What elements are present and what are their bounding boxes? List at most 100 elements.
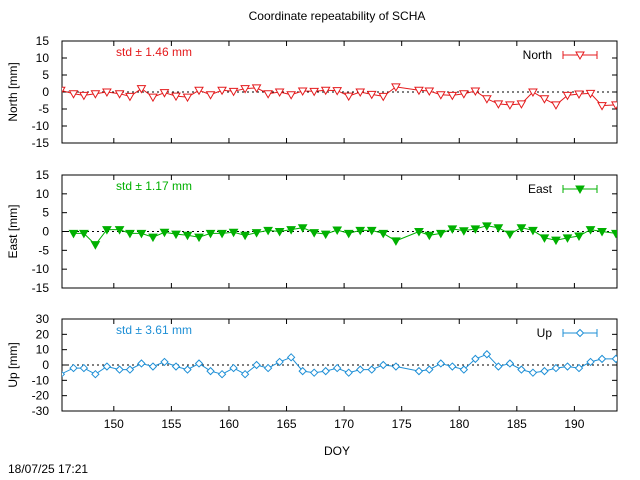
north-data-point: [332, 87, 343, 96]
panels-layer: 15 10 5 0 -5 -10 -15 North [mm] std ± 1.46 mm Nor…: [6, 34, 618, 431]
north-data-point: [493, 100, 504, 109]
east-legend-marker: [575, 185, 585, 195]
north-ytick-label: 0: [42, 85, 49, 99]
north-data-point: [366, 90, 377, 100]
up-ytick-label: 10: [36, 343, 50, 357]
up-data-point: [252, 360, 261, 370]
east-data-point: [458, 227, 469, 236]
east-data-point: [539, 234, 550, 243]
north-data-point: [551, 101, 561, 110]
east-data-point: [263, 226, 273, 236]
east-series: [68, 222, 617, 250]
east-data-point: [391, 237, 401, 246]
east-data-point: [562, 234, 573, 243]
east-data-point: [286, 226, 297, 235]
north-data-point: [610, 101, 617, 110]
east-data-point: [528, 226, 538, 236]
east-ytick-label: 15: [36, 168, 50, 182]
up-data-point: [275, 357, 284, 367]
up-data-point: [436, 359, 446, 368]
north-data-point: [182, 93, 193, 103]
x-tick-label: 165: [277, 417, 297, 431]
north-data-point: [286, 91, 297, 100]
north-data-point: [447, 91, 458, 101]
east-ytick-label: -15: [32, 281, 50, 295]
east-ytick-label: 10: [36, 187, 50, 201]
north-data-point: [79, 91, 89, 101]
north-data-point: [159, 89, 170, 98]
north-data-point: [585, 89, 596, 99]
north-legend-label: North: [523, 48, 552, 62]
north-data-point: [251, 84, 262, 93]
x-tick-label: 190: [564, 417, 584, 431]
north-data-point: [125, 92, 135, 102]
east-y-axis-label: East [mm]: [6, 204, 20, 258]
up-data-point: [425, 365, 434, 374]
x-tick-label: 170: [334, 417, 354, 431]
up-data-point: [356, 365, 365, 374]
north-data-point: [194, 86, 204, 96]
x-axis-label: DOY: [324, 444, 350, 458]
east-data-point: [378, 229, 389, 239]
up-data-point: [69, 363, 78, 373]
up-data-point: [586, 357, 595, 367]
north-data-point: [505, 101, 515, 110]
east-data-point: [251, 229, 262, 238]
up-data-point: [448, 362, 457, 371]
east-ytick-label: -5: [38, 243, 49, 257]
up-data-point: [263, 363, 273, 373]
north-data-point: [228, 87, 239, 97]
north-data-point: [482, 95, 492, 104]
up-data-point: [321, 366, 330, 376]
north-panel: 15 10 5 0 -5 -10 -15 North [mm] std ± 1.46 mm Nor…: [6, 34, 618, 150]
east-data-point: [228, 228, 239, 238]
east-data-point: [274, 228, 285, 237]
up-data-point: [125, 365, 135, 374]
up-data-point: [62, 371, 66, 378]
up-data-point: [115, 365, 124, 374]
east-data-point: [551, 236, 561, 246]
north-data-point: [68, 90, 79, 99]
up-data-point: [137, 359, 146, 368]
up-std-label: std ± 3.61 mm: [116, 323, 192, 337]
x-tick-label: 160: [219, 417, 239, 431]
north-ytick-label: 10: [36, 51, 50, 65]
north-data-point: [414, 86, 424, 96]
up-data-point: [517, 365, 526, 374]
up-data-point: [206, 366, 215, 376]
up-data-point: [494, 362, 503, 371]
up-ytick-label: -30: [32, 404, 50, 418]
east-ytick-label: 0: [42, 225, 49, 239]
east-data-point: [435, 229, 446, 239]
east-std-label: std ± 1.17 mm: [116, 179, 192, 193]
north-data-point: [320, 86, 331, 96]
north-data-point: [90, 90, 101, 99]
north-data-point: [136, 85, 147, 94]
up-data-point: [597, 354, 607, 364]
east-data-point: [610, 229, 617, 239]
up-data-point: [183, 365, 192, 374]
east-data-point: [125, 229, 135, 239]
east-data-point: [597, 228, 607, 237]
up-data-point: [574, 363, 584, 373]
east-data-point: [114, 226, 125, 235]
up-data-point: [79, 363, 89, 373]
north-data-point: [391, 83, 401, 92]
north-ytick-label: -10: [32, 119, 50, 133]
north-ytick-label: -5: [38, 102, 49, 116]
up-data-point: [391, 362, 401, 371]
north-data-point: [240, 85, 250, 94]
north-data-point: [528, 88, 538, 98]
x-tick-label: 175: [392, 417, 412, 431]
up-series: [62, 350, 617, 379]
east-ytick-label: 5: [42, 206, 49, 220]
east-data-point: [136, 229, 147, 239]
north-data-point: [343, 92, 354, 102]
east-data-point: [159, 228, 170, 238]
up-data-point: [332, 363, 342, 373]
east-data-point: [414, 228, 424, 237]
north-data-point: [297, 87, 308, 96]
north-data-point: [171, 92, 181, 102]
